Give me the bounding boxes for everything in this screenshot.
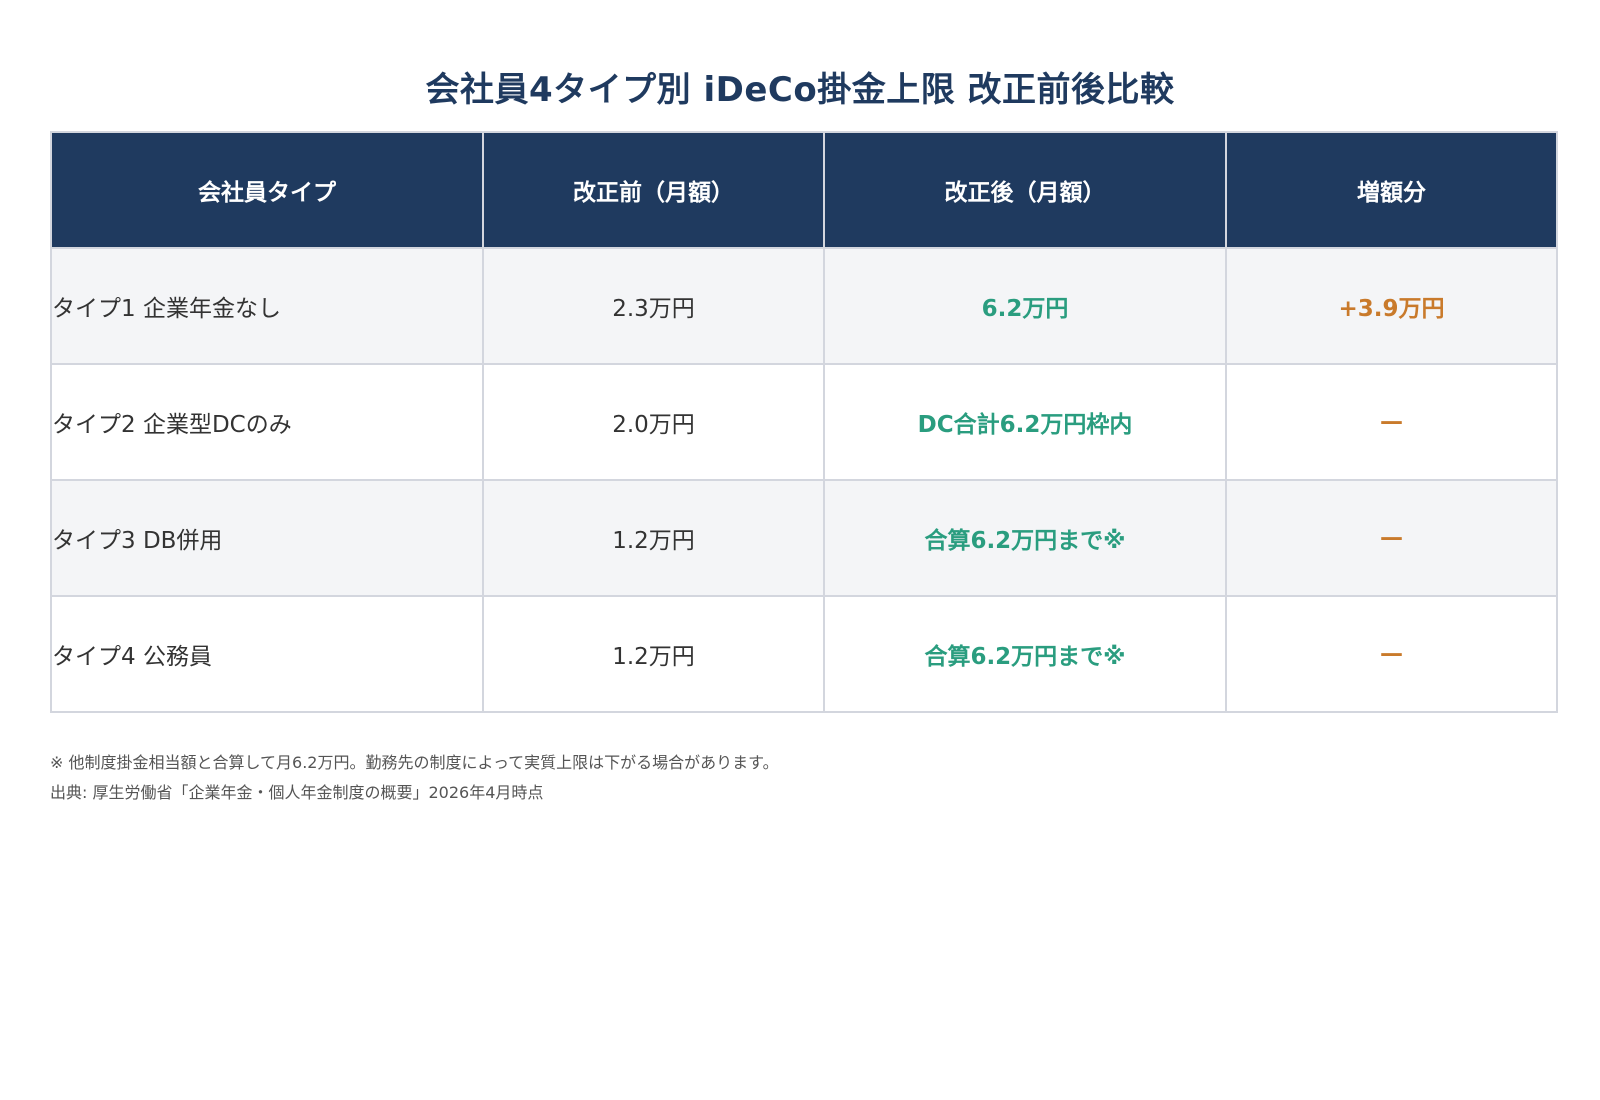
column-header-before: 改正前（月額） <box>482 131 825 249</box>
footnote: ※ 他制度掛金相当額と合算して月6.2万円。勤務先の制度によって実質上限は下がる… <box>50 753 779 772</box>
column-header-after: 改正後（月額） <box>823 131 1227 249</box>
source-note: 出典: 厚生労働省「企業年金・個人年金制度の概要」2026年4月時点 <box>50 783 544 802</box>
before-value-cell: 2.3万円 <box>482 247 825 365</box>
page-title: 会社員4タイプ別 iDeCo掛金上限 改正前後比較 <box>425 70 1175 110</box>
after-value-cell: DC合計6.2万円枠内 <box>823 363 1227 481</box>
type-cell: タイプ3 DB併用 <box>50 479 484 597</box>
column-header-type: 会社員タイプ <box>50 131 484 249</box>
increase-value-cell: — <box>1225 479 1558 597</box>
type-cell: タイプ2 企業型DCのみ <box>50 363 484 481</box>
table-row: タイプ1 企業年金なし 2.3万円 6.2万円 +3.9万円 <box>50 247 1558 365</box>
before-value-cell: 1.2万円 <box>482 479 825 597</box>
type-cell: タイプ4 公務員 <box>50 595 484 713</box>
after-value-cell: 合算6.2万円まで※ <box>823 479 1227 597</box>
type-cell: タイプ1 企業年金なし <box>50 247 484 365</box>
increase-value-cell: — <box>1225 363 1558 481</box>
increase-value-cell: — <box>1225 595 1558 713</box>
notes: ※ 他制度掛金相当額と合算して月6.2万円。勤務先の制度によって実質上限は下がる… <box>50 748 779 808</box>
table-header-row: 会社員タイプ 改正前（月額） 改正後（月額） 増額分 <box>50 131 1558 249</box>
increase-value-cell: +3.9万円 <box>1225 247 1558 365</box>
comparison-table: 会社員タイプ 改正前（月額） 改正後（月額） 増額分 タイプ1 企業年金なし 2… <box>50 131 1558 713</box>
before-value-cell: 1.2万円 <box>482 595 825 713</box>
before-value-cell: 2.0万円 <box>482 363 825 481</box>
table-row: タイプ4 公務員 1.2万円 合算6.2万円まで※ — <box>50 595 1558 713</box>
after-value-cell: 合算6.2万円まで※ <box>823 595 1227 713</box>
table-row: タイプ2 企業型DCのみ 2.0万円 DC合計6.2万円枠内 — <box>50 363 1558 481</box>
column-header-increase: 増額分 <box>1225 131 1558 249</box>
after-value-cell: 6.2万円 <box>823 247 1227 365</box>
table-row: タイプ3 DB併用 1.2万円 合算6.2万円まで※ — <box>50 479 1558 597</box>
